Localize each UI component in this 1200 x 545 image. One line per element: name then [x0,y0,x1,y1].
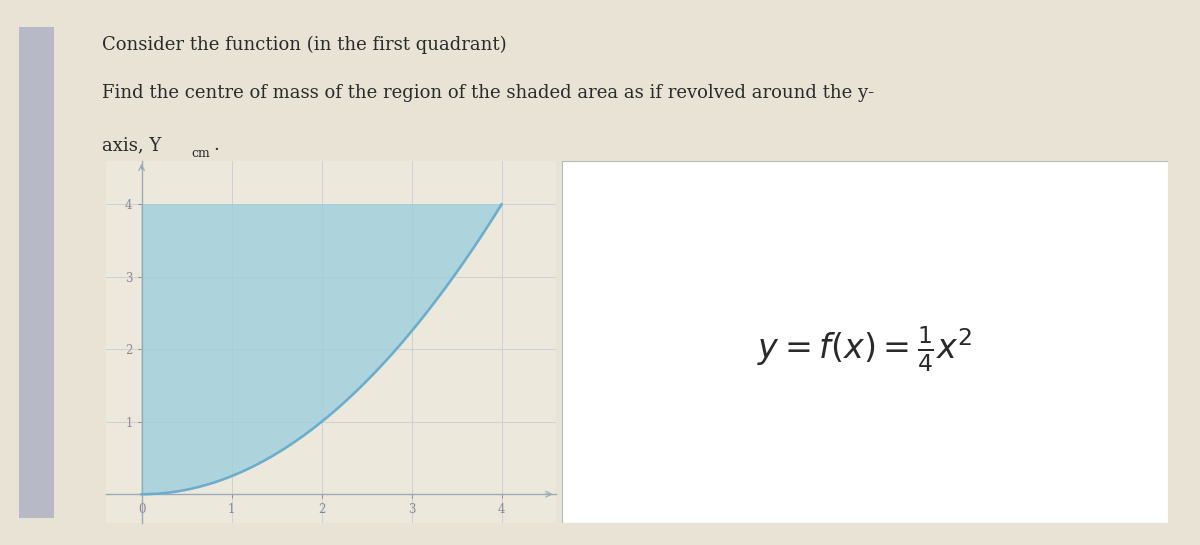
Text: Consider the function (in the first quadrant): Consider the function (in the first quad… [102,35,506,53]
Text: Find the centre of mass of the region of the shaded area as if revolved around t: Find the centre of mass of the region of… [102,84,874,102]
Text: cm: cm [192,147,210,160]
FancyBboxPatch shape [562,161,1168,523]
Text: $y = f(x) = \frac{1}{4}x^2$: $y = f(x) = \frac{1}{4}x^2$ [757,324,972,374]
Bar [19,27,54,518]
Text: .: . [214,136,220,154]
Text: axis, Y: axis, Y [102,136,161,154]
